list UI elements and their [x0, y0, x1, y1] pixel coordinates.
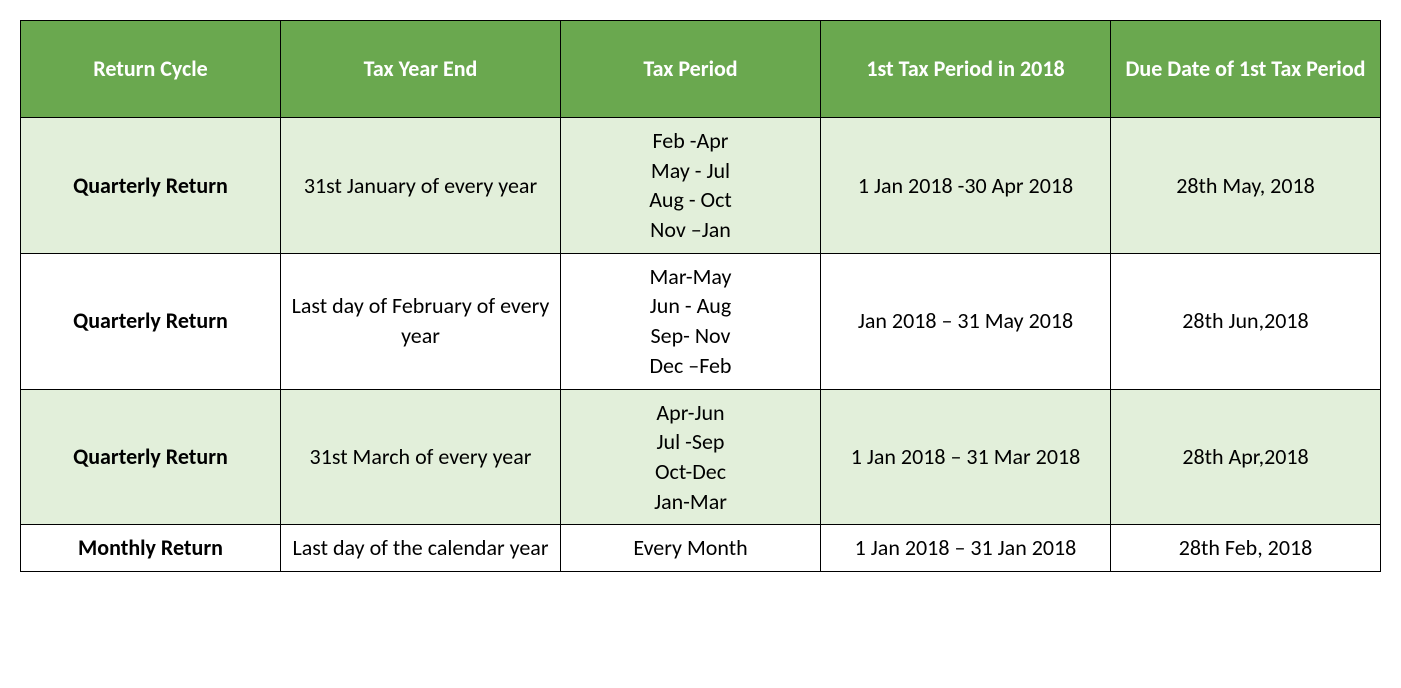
tax-period-line: May - Jul	[571, 156, 810, 186]
cell-first-period-2018: Jan 2018 – 31 May 2018	[821, 253, 1111, 389]
tax-period-line: Every Month	[571, 533, 810, 563]
cell-tax-period: Feb -AprMay - JulAug - OctNov –Jan	[561, 118, 821, 254]
tax-period-line: Sep- Nov	[571, 321, 810, 351]
cell-tax-year-end: 31st January of every year	[281, 118, 561, 254]
tax-period-line: Mar-May	[571, 262, 810, 292]
cell-return-cycle: Quarterly Return	[21, 253, 281, 389]
cell-return-cycle: Quarterly Return	[21, 118, 281, 254]
cell-first-period-2018: 1 Jan 2018 -30 Apr 2018	[821, 118, 1111, 254]
cell-tax-year-end: 31st March of every year	[281, 389, 561, 525]
header-return-cycle: Return Cycle	[21, 21, 281, 118]
cell-return-cycle: Quarterly Return	[21, 389, 281, 525]
tax-period-line: Oct-Dec	[571, 457, 810, 487]
cell-first-period-2018: 1 Jan 2018 – 31 Jan 2018	[821, 525, 1111, 572]
tax-period-line: Jan-Mar	[571, 487, 810, 517]
cell-tax-period: Mar-MayJun - AugSep- NovDec –Feb	[561, 253, 821, 389]
cell-tax-period: Every Month	[561, 525, 821, 572]
tax-period-line: Apr-Jun	[571, 398, 810, 428]
table-header-row: Return Cycle Tax Year End Tax Period 1st…	[21, 21, 1381, 118]
cell-due-date: 28th Apr,2018	[1111, 389, 1381, 525]
table-row: Quarterly Return31st March of every year…	[21, 389, 1381, 525]
tax-return-table: Return Cycle Tax Year End Tax Period 1st…	[20, 20, 1381, 572]
table-row: Quarterly Return31st January of every ye…	[21, 118, 1381, 254]
header-tax-period: Tax Period	[561, 21, 821, 118]
header-due-date: Due Date of 1st Tax Period	[1111, 21, 1381, 118]
tax-period-line: Dec –Feb	[571, 351, 810, 381]
cell-due-date: 28th May, 2018	[1111, 118, 1381, 254]
tax-period-line: Feb -Apr	[571, 126, 810, 156]
cell-tax-year-end: Last day of February of every year	[281, 253, 561, 389]
cell-return-cycle: Monthly Return	[21, 525, 281, 572]
cell-tax-period: Apr-JunJul -SepOct-DecJan-Mar	[561, 389, 821, 525]
tax-period-line: Nov –Jan	[571, 215, 810, 245]
table-row: Monthly ReturnLast day of the calendar y…	[21, 525, 1381, 572]
header-first-period-2018: 1st Tax Period in 2018	[821, 21, 1111, 118]
tax-period-line: Aug - Oct	[571, 185, 810, 215]
cell-due-date: 28th Jun,2018	[1111, 253, 1381, 389]
table-body: Quarterly Return31st January of every ye…	[21, 118, 1381, 572]
tax-period-line: Jun - Aug	[571, 291, 810, 321]
cell-due-date: 28th Feb, 2018	[1111, 525, 1381, 572]
cell-first-period-2018: 1 Jan 2018 – 31 Mar 2018	[821, 389, 1111, 525]
tax-period-line: Jul -Sep	[571, 427, 810, 457]
header-tax-year-end: Tax Year End	[281, 21, 561, 118]
table-row: Quarterly ReturnLast day of February of …	[21, 253, 1381, 389]
cell-tax-year-end: Last day of the calendar year	[281, 525, 561, 572]
